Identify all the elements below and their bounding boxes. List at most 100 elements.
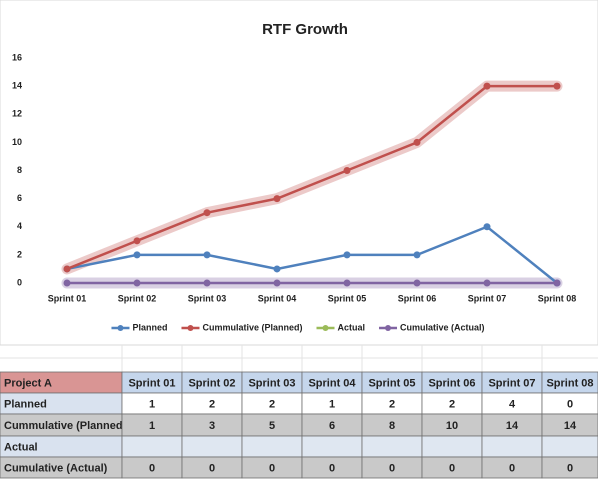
table-cell <box>541 456 598 479</box>
y-tick-label: 2 <box>17 249 22 259</box>
point <box>133 237 141 245</box>
point <box>273 265 281 273</box>
point <box>133 251 141 259</box>
table-value: 0 <box>389 462 395 474</box>
point <box>483 82 491 90</box>
row-label: Cummulative (Planned) <box>4 420 127 432</box>
table-value: 2 <box>269 398 275 410</box>
y-tick-label: 16 <box>12 52 22 62</box>
chart-title: RTF Growth <box>262 21 348 38</box>
legend-label: Planned <box>132 322 167 332</box>
point <box>63 265 71 273</box>
row-label: Actual <box>4 441 38 453</box>
table-value: 6 <box>329 420 335 432</box>
column-header: Sprint 06 <box>428 377 475 389</box>
column-header: Sprint 02 <box>188 377 235 389</box>
table-value: 3 <box>209 420 215 432</box>
table-value: 2 <box>209 398 215 410</box>
table-cell <box>361 435 423 458</box>
column-header: Sprint 03 <box>248 377 295 389</box>
y-tick-label: 6 <box>17 193 22 203</box>
table-value: 0 <box>449 462 455 474</box>
series-line <box>66 84 557 271</box>
point <box>413 251 421 259</box>
table-value: 0 <box>149 462 155 474</box>
chart-area <box>0 0 598 346</box>
table-value: 1 <box>149 420 155 432</box>
table-value: 1 <box>329 398 335 410</box>
column-header: Sprint 01 <box>128 377 175 389</box>
table-value: 0 <box>567 462 573 474</box>
row-label: Cumulative (Actual) <box>4 462 108 474</box>
point <box>273 279 281 287</box>
point <box>553 82 561 90</box>
point <box>133 279 141 287</box>
table-value: 0 <box>509 462 515 474</box>
table-cell <box>181 435 243 458</box>
point <box>203 209 211 217</box>
legend-label: Cumulative (Actual) <box>400 322 485 332</box>
table-cell <box>481 435 543 458</box>
column-header: Sprint 05 <box>368 377 415 389</box>
series-line <box>66 225 558 284</box>
y-tick-label: 10 <box>12 137 22 147</box>
point <box>413 138 421 146</box>
point <box>203 279 211 287</box>
x-tick-label: Sprint 02 <box>118 293 157 303</box>
table-value: 8 <box>389 420 395 432</box>
table-cell <box>301 435 363 458</box>
x-tick-label: Sprint 08 <box>538 293 577 303</box>
x-tick-label: Sprint 06 <box>398 293 437 303</box>
point <box>343 251 351 259</box>
table-cell <box>121 435 183 458</box>
point <box>343 279 351 287</box>
point <box>553 279 561 287</box>
point <box>273 195 281 203</box>
column-header: Sprint 04 <box>308 377 356 389</box>
legend-label: Cummulative (Planned) <box>202 322 302 332</box>
point <box>483 279 491 287</box>
table-value: 5 <box>269 420 275 432</box>
table-value: 2 <box>389 398 395 410</box>
y-tick-label: 4 <box>17 221 22 231</box>
legend: Planned Cummulative (Planned) Actual Cumula… <box>111 322 485 332</box>
legend-marker <box>187 325 194 331</box>
point <box>63 279 71 287</box>
y-tick-label: 14 <box>12 81 22 91</box>
legend-marker <box>322 325 329 331</box>
table-value: 14 <box>506 420 519 432</box>
point <box>483 223 491 231</box>
table-value: 14 <box>564 420 577 432</box>
point <box>203 251 211 259</box>
legend-marker <box>117 325 124 331</box>
column-header: Sprint 08 <box>546 377 593 389</box>
table-cell <box>241 435 303 458</box>
table-value: 10 <box>446 420 458 432</box>
table-value: 0 <box>269 462 275 474</box>
y-tick-label: 0 <box>17 277 22 287</box>
table-value: 0 <box>209 462 215 474</box>
table-cell <box>541 435 598 458</box>
table-value: 2 <box>449 398 455 410</box>
table-value: 0 <box>567 398 573 410</box>
table-value: 0 <box>329 462 335 474</box>
legend-label: Actual <box>338 322 366 332</box>
table-value: 4 <box>509 398 516 410</box>
column-header: Sprint 07 <box>488 377 535 389</box>
x-tick-label: Sprint 01 <box>48 293 87 303</box>
table-value: 1 <box>149 398 155 410</box>
point <box>413 279 421 287</box>
x-tick-label: Sprint 05 <box>328 293 367 303</box>
legend-marker <box>385 325 392 331</box>
row-label: Planned <box>4 398 47 410</box>
x-tick-label: Sprint 04 <box>258 293 297 303</box>
y-tick-label: 8 <box>17 165 22 175</box>
x-tick-label: Sprint 03 <box>188 293 227 303</box>
table-cell <box>421 435 483 458</box>
y-tick-label: 12 <box>12 109 22 119</box>
row-label: Project A <box>4 377 52 389</box>
point <box>343 167 351 174</box>
x-tick-label: Sprint 07 <box>468 293 507 303</box>
